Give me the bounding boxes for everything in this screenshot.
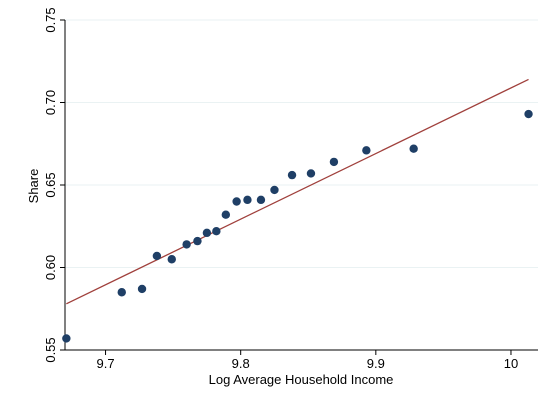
scatter-point-6 xyxy=(193,236,202,246)
scatter-point-5 xyxy=(182,240,191,249)
y-tick-label-3: 0.70 xyxy=(43,90,58,115)
scatter-point-17 xyxy=(362,146,371,155)
y-axis-title: Share xyxy=(26,169,41,204)
scatter-point-0 xyxy=(62,334,71,343)
x-tick-label-3: 10 xyxy=(504,356,518,371)
y-tick-label-4: 0.75 xyxy=(43,7,58,32)
x-tick-label-1: 9.8 xyxy=(232,356,250,371)
x-tick-label-2: 9.9 xyxy=(367,356,385,371)
scatter-point-2 xyxy=(137,284,147,294)
fit-line-layer xyxy=(66,78,529,305)
scatter-point-8 xyxy=(212,227,221,236)
scatter-point-18 xyxy=(409,144,418,153)
axes: 9.7 9.8 9.9 10 0.55 0.60 0.65 0.70 0.75 xyxy=(43,7,538,371)
scatter-point-1 xyxy=(117,288,126,297)
y-tick-label-0: 0.55 xyxy=(43,337,58,362)
scatter-point-9 xyxy=(221,210,231,219)
scatter-point-4 xyxy=(167,255,176,264)
y-tick-label-2: 0.65 xyxy=(43,172,58,197)
x-tick-label-0: 9.7 xyxy=(97,356,115,371)
fit-line xyxy=(66,78,529,305)
y-tick-label-1: 0.60 xyxy=(43,255,58,280)
scatter-point-10 xyxy=(232,197,241,206)
scatter-point-11 xyxy=(243,195,252,205)
scatter-point-15 xyxy=(306,169,316,178)
scatter-point-16 xyxy=(329,157,339,167)
scatter-point-19 xyxy=(524,109,533,119)
scatter-point-12 xyxy=(256,195,266,205)
x-axis-title: Log Average Household Income xyxy=(209,372,394,387)
scatter-point-3 xyxy=(152,251,162,261)
points-layer xyxy=(62,109,533,343)
scatter-point-13 xyxy=(270,185,279,195)
scatter-point-14 xyxy=(287,170,297,180)
grid-lines xyxy=(65,19,538,351)
scatter-point-7 xyxy=(202,228,212,238)
